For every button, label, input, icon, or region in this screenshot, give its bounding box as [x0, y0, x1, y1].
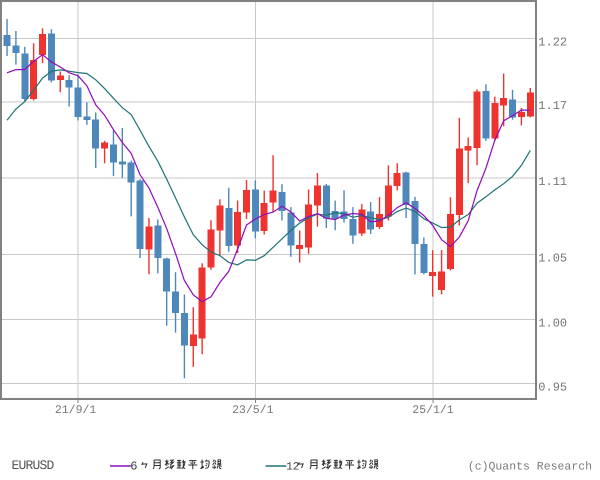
svg-text:EURUSD: EURUSD [12, 458, 55, 473]
svg-text:(c)Quants Research: (c)Quants Research [468, 461, 592, 474]
svg-text:21/9/1: 21/9/1 [55, 404, 97, 417]
svg-text:23/5/1: 23/5/1 [232, 404, 274, 417]
svg-text:25/1/1: 25/1/1 [412, 404, 454, 417]
svg-text:1.22: 1.22 [538, 36, 567, 50]
svg-text:0.95: 0.95 [538, 381, 567, 395]
svg-text:6: 6 [130, 460, 137, 474]
svg-text:1.11: 1.11 [538, 175, 567, 189]
svg-text:1.05: 1.05 [538, 252, 567, 266]
svg-text:1.00: 1.00 [538, 317, 567, 331]
svg-text:1.17: 1.17 [538, 99, 567, 113]
svg-text:12: 12 [286, 462, 299, 474]
